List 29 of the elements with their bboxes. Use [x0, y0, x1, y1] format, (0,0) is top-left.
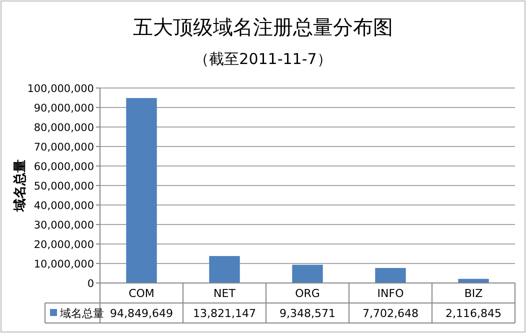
x-tick-label: BIZ: [464, 287, 484, 300]
bar: [126, 98, 157, 283]
y-tick-label: 40,000,000: [34, 200, 94, 212]
data-label: 7,702,648: [362, 307, 418, 320]
y-axis-title: 域名总量: [12, 160, 28, 212]
y-tick-label: 0: [87, 278, 94, 290]
x-tick-label: NET: [214, 287, 236, 300]
legend-label: 域名总量: [59, 307, 104, 320]
x-tick-label: INFO: [377, 287, 404, 300]
chart-title: 五大顶级域名注册总量分布图: [133, 15, 393, 39]
y-tick-label: 70,000,000: [34, 142, 94, 154]
data-label: 13,821,147: [193, 307, 256, 320]
x-tick-label: COM: [128, 287, 154, 300]
x-tick-label: ORG: [295, 287, 320, 300]
y-tick-label: 50,000,000: [34, 180, 94, 192]
y-tick-label: 10,000,000: [34, 258, 94, 270]
y-tick-label: 30,000,000: [34, 220, 94, 232]
bar: [209, 256, 240, 283]
y-tick-label: 90,000,000: [34, 102, 94, 114]
y-tick-label: 20,000,000: [34, 239, 94, 251]
bar: [292, 264, 323, 283]
data-label: 2,116,845: [446, 307, 502, 320]
y-tick-label: 80,000,000: [34, 122, 94, 134]
y-tick-label: 100,000,000: [27, 83, 94, 95]
data-label: 9,348,571: [280, 307, 336, 320]
chart-subtitle: （截至2011-11-7）: [194, 50, 332, 68]
y-tick-label: 60,000,000: [34, 161, 94, 173]
bar: [375, 268, 406, 283]
data-label: 94,849,649: [110, 307, 173, 320]
